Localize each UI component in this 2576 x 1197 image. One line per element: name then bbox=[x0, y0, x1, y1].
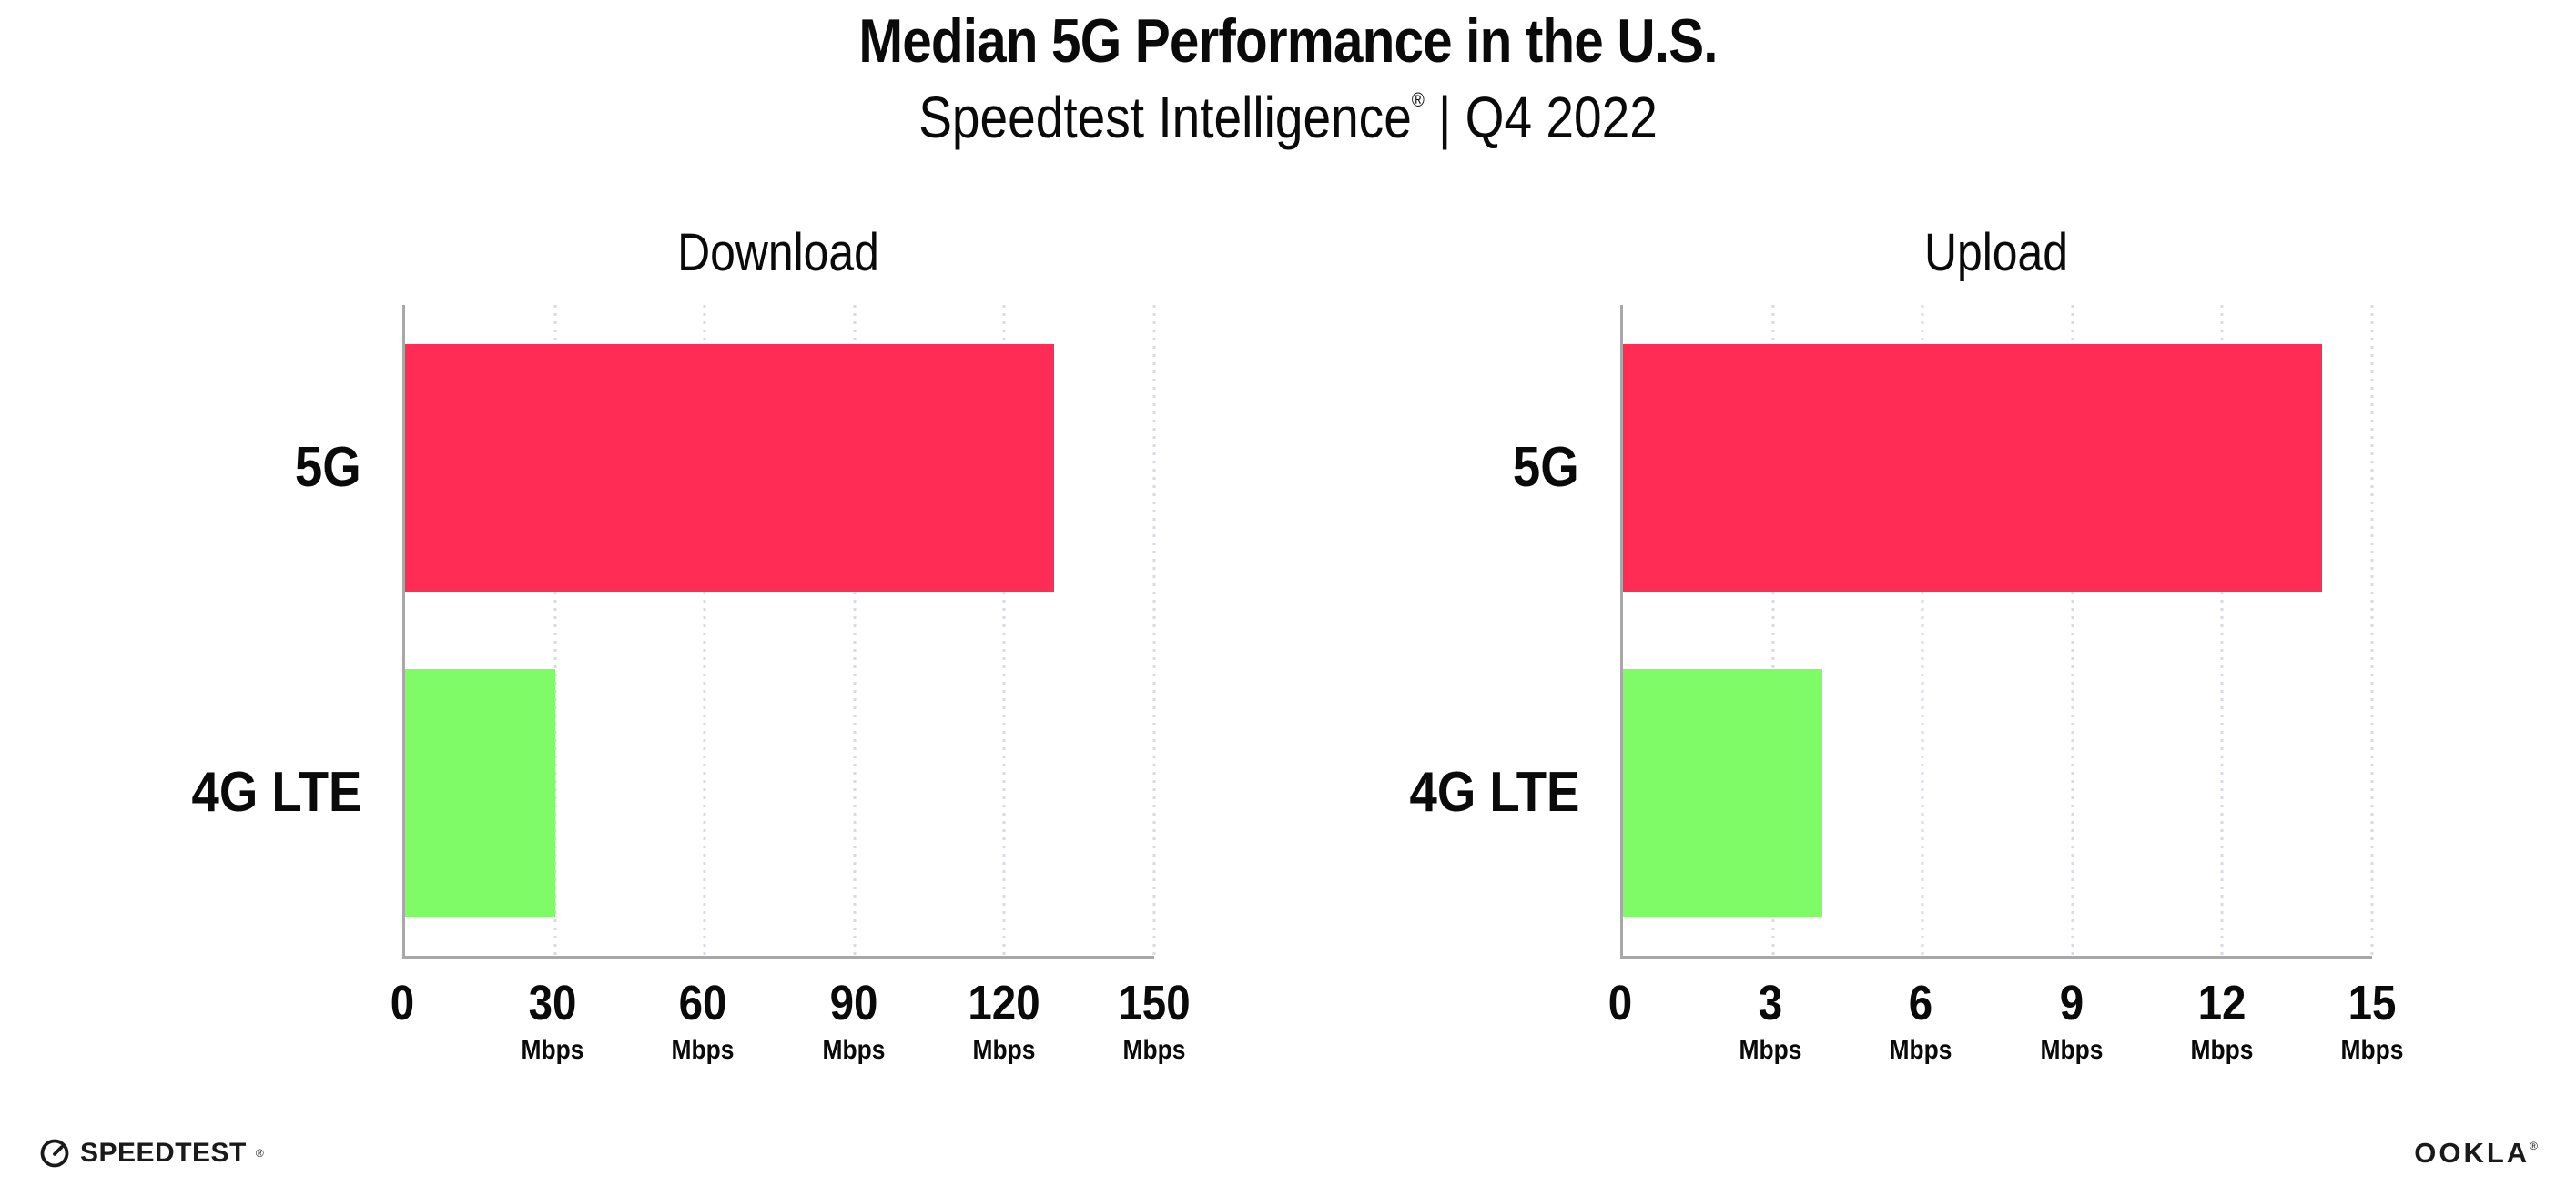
ookla-logo: OOKLA® bbox=[2414, 1137, 2538, 1170]
footer: SPEEDTEST ® OOKLA® bbox=[38, 1133, 2538, 1173]
subtitle-brand: Speedtest Intelligence bbox=[918, 85, 1412, 150]
subtitle-separator: | bbox=[1424, 85, 1465, 150]
gridline bbox=[1771, 305, 1775, 956]
ookla-registered-mark-icon: ® bbox=[2530, 1140, 2538, 1152]
x-tick-unit: Mbps bbox=[1739, 1035, 1802, 1065]
bar-5g bbox=[1623, 343, 2323, 592]
bar-4g-lte bbox=[405, 669, 555, 918]
gridline bbox=[1002, 305, 1006, 956]
registered-mark-icon: ® bbox=[1411, 88, 1425, 111]
x-tick-unit: Mbps bbox=[2040, 1035, 2104, 1065]
x-tick-unit: Mbps bbox=[972, 1035, 1036, 1065]
ookla-wordmark: OOKLA bbox=[2414, 1137, 2530, 1169]
x-tick-label: 30 Mbps bbox=[521, 976, 584, 1065]
x-tick-label: 60 Mbps bbox=[671, 976, 735, 1065]
gridline bbox=[553, 305, 557, 956]
gridline bbox=[2370, 305, 2374, 956]
category-label: 4G LTE bbox=[1409, 761, 1579, 825]
x-tick-label: 0 bbox=[390, 976, 415, 1030]
gridline bbox=[2071, 305, 2074, 956]
gridline bbox=[1152, 305, 1156, 956]
page-title: Median 5G Performance in the U.S. bbox=[858, 6, 1718, 76]
x-tick-label: 120 Mbps bbox=[968, 976, 1040, 1065]
x-tick-label: 3 Mbps bbox=[1739, 976, 1802, 1065]
x-tick-unit: Mbps bbox=[1122, 1035, 1186, 1065]
bar-5g bbox=[405, 343, 1055, 592]
gridline bbox=[853, 305, 857, 956]
download-plot-area: 5G 4G LTE bbox=[191, 305, 1156, 959]
x-tick-unit: Mbps bbox=[1889, 1035, 1952, 1065]
x-tick-label: 6 Mbps bbox=[1889, 976, 1952, 1065]
gridline bbox=[1921, 305, 1924, 956]
x-tick-label: 90 Mbps bbox=[822, 976, 886, 1065]
subtitle-period: Q4 2022 bbox=[1465, 85, 1658, 150]
download-x-axis-ticks: 0 30 Mbps 60 Mbps 90 Mbps 120 Mbps 150 Mbps bbox=[390, 976, 1191, 1097]
download-chart-title: Download bbox=[677, 223, 879, 282]
speedtest-gauge-icon bbox=[40, 1139, 69, 1168]
speedtest-wordmark: SPEEDTEST bbox=[80, 1138, 247, 1168]
page-subtitle: Speedtest Intelligence® | Q4 2022 bbox=[180, 84, 2396, 151]
upload-plot-area: 5G 4G LTE bbox=[1409, 305, 2374, 959]
category-label: 5G bbox=[295, 435, 361, 499]
x-tick-label: 9 Mbps bbox=[2040, 976, 2104, 1065]
speedtest-logo: SPEEDTEST ® bbox=[38, 1137, 264, 1170]
x-tick-label: 15 Mbps bbox=[2340, 976, 2404, 1065]
x-tick-label: 150 Mbps bbox=[1118, 976, 1191, 1065]
download-chart: Download 5G 4G LTE 0 30 Mbps 60 Mbps 90 Mbps 120… bbox=[191, 223, 1191, 1064]
category-label: 4G LTE bbox=[191, 761, 361, 825]
upload-x-axis-ticks: 0 3 Mbps 6 Mbps 9 Mbps 12 Mbps 15 Mbps bbox=[1608, 976, 2404, 1097]
upload-chart: Upload 5G 4G LTE 0 3 Mbps 6 Mbps 9 Mbps 12 Mbps 15… bbox=[1409, 223, 2403, 1064]
category-label: 5G bbox=[1513, 435, 1579, 499]
gridline bbox=[2220, 305, 2224, 956]
x-tick-unit: Mbps bbox=[2190, 1035, 2254, 1065]
gridline bbox=[703, 305, 706, 956]
x-tick-label: 0 bbox=[1607, 976, 1633, 1030]
x-tick-label: 12 Mbps bbox=[2190, 976, 2254, 1065]
x-tick-unit: Mbps bbox=[822, 1035, 886, 1065]
bar-4g-lte bbox=[1623, 669, 1823, 918]
upload-chart-title: Upload bbox=[1923, 223, 2069, 282]
x-tick-unit: Mbps bbox=[671, 1035, 735, 1065]
x-tick-unit: Mbps bbox=[2340, 1035, 2404, 1065]
speedtest-registered-mark-icon: ® bbox=[255, 1147, 264, 1160]
x-tick-unit: Mbps bbox=[521, 1035, 584, 1065]
